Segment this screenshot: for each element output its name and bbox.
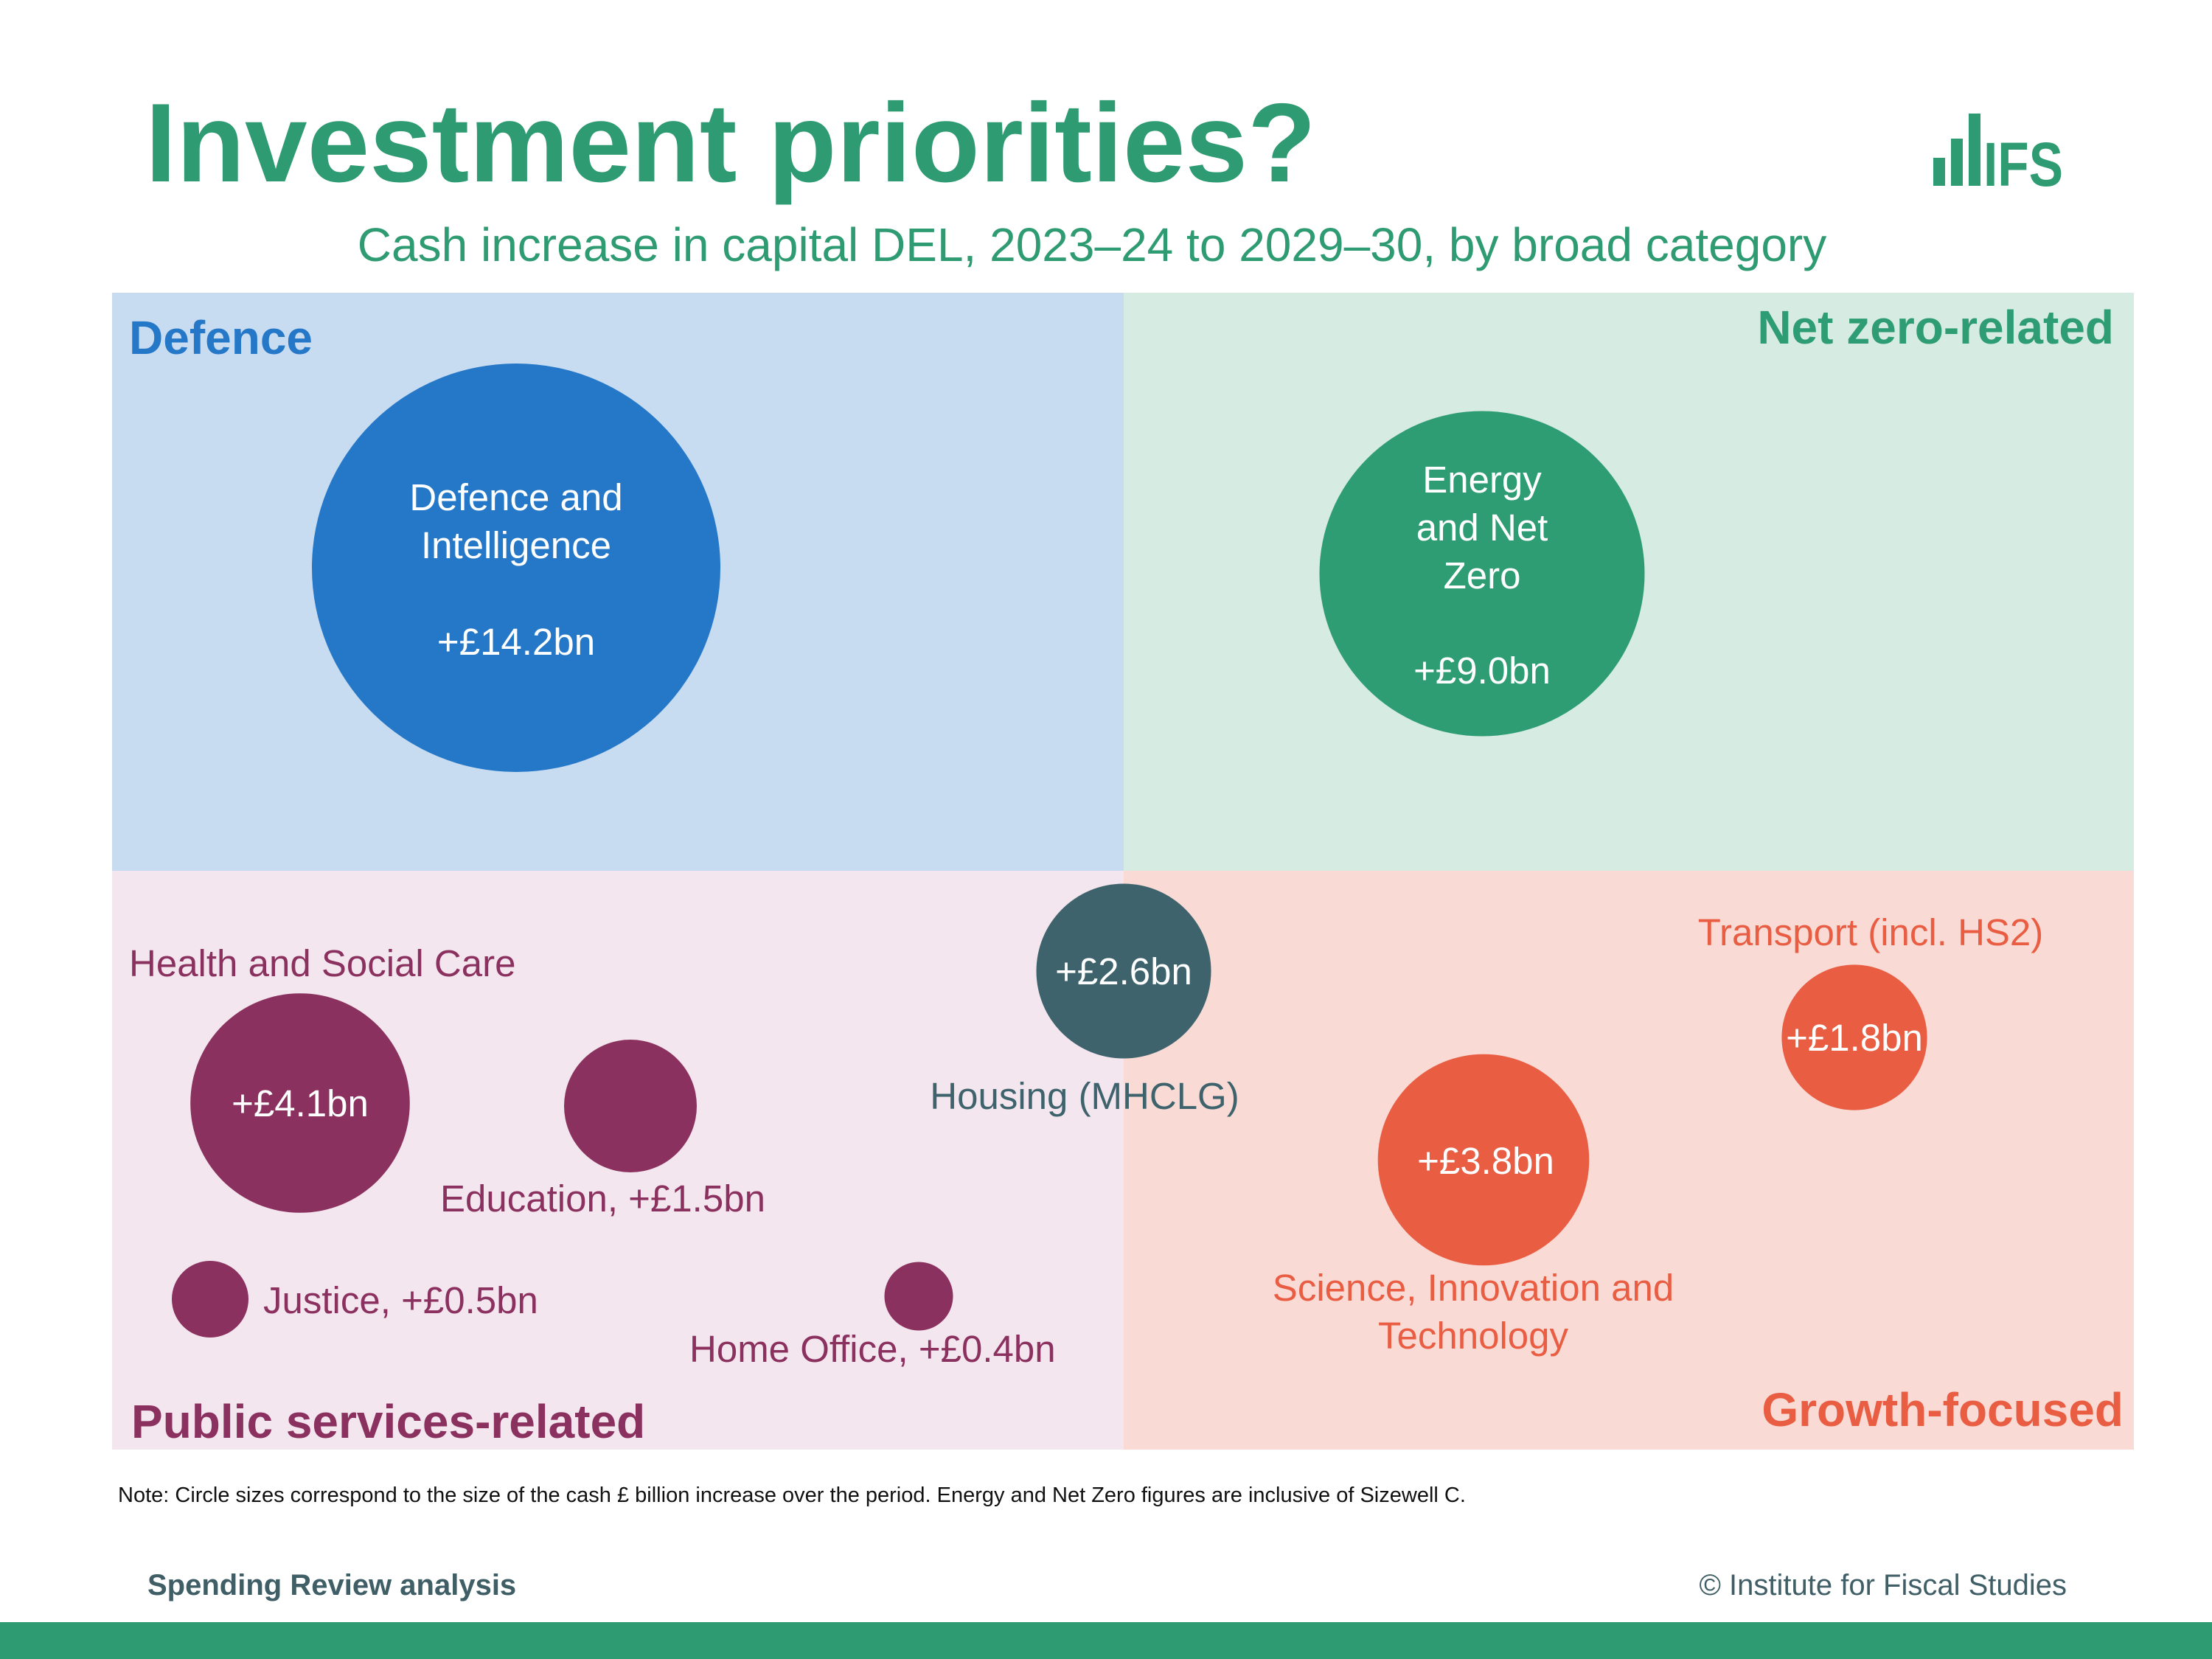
net-zero-quadrant-label: Net zero-related (1757, 301, 2114, 354)
public-services-quadrant-label: Public services-related (131, 1395, 646, 1448)
growth-quadrant-label: Growth-focused (1761, 1383, 2124, 1436)
defence-name-line-1: Defence and (409, 476, 622, 518)
bubble-housing (1036, 883, 1211, 1059)
bubble-energy-and-net-zero (1319, 411, 1645, 737)
education-label: Education, +£1.5bn (440, 1178, 765, 1220)
science-name-line-2: Technology (1378, 1315, 1569, 1357)
logo-text: IFS (1983, 130, 2063, 187)
footer-bar (0, 1622, 2212, 1659)
housing-value-label: +£2.6bn (1055, 950, 1192, 992)
footnote: Note: Circle sizes correspond to the siz… (118, 1484, 1466, 1507)
page-title: Investment priorities? (145, 80, 1316, 206)
footer-series-label: Spending Review analysis (147, 1569, 517, 1601)
transport-name-label: Transport (incl. HS2) (1698, 911, 2044, 953)
footer-copyright: © Institute for Fiscal Studies (1699, 1569, 2067, 1601)
justice-label: Justice, +£0.5bn (263, 1279, 538, 1321)
bubble-education (564, 1040, 697, 1172)
energy-name-line-1: Energy (1422, 459, 1542, 501)
logo-bar-2 (1951, 139, 1963, 186)
health-value-label: +£4.1bn (232, 1082, 369, 1124)
bubble-health-and-social-care (190, 993, 410, 1213)
growth-quadrant (1124, 871, 2134, 1450)
bubble-justice (172, 1261, 248, 1338)
page-subtitle: Cash increase in capital DEL, 2023–24 to… (357, 218, 1827, 271)
ifs-logo: IFS (1933, 114, 2063, 187)
logo-bar-3 (1969, 114, 1980, 186)
housing-name-label: Housing (MHCLG) (930, 1075, 1239, 1117)
health-name-label: Health and Social Care (129, 942, 515, 984)
science-name-line-1: Science, Innovation and (1273, 1267, 1674, 1309)
energy-name-line-3: Zero (1444, 554, 1521, 597)
defence-quadrant-label: Defence (129, 311, 313, 364)
energy-value-label: +£9.0bn (1413, 650, 1551, 692)
transport-value-label: +£1.8bn (1786, 1017, 1923, 1059)
defence-name-line-2: Intelligence (421, 524, 611, 566)
bubble-transport (1781, 964, 1927, 1110)
bubble-home-office (884, 1262, 953, 1331)
home-office-label: Home Office, +£0.4bn (689, 1328, 1056, 1370)
logo-bar-1 (1933, 158, 1945, 186)
energy-name-line-2: and Net (1416, 507, 1548, 549)
bubble-science-innovation-technology (1377, 1054, 1590, 1266)
science-value-label: +£3.8bn (1417, 1140, 1554, 1182)
bubble-defence-and-intelligence (312, 364, 720, 772)
defence-value-label: +£14.2bn (437, 621, 595, 663)
